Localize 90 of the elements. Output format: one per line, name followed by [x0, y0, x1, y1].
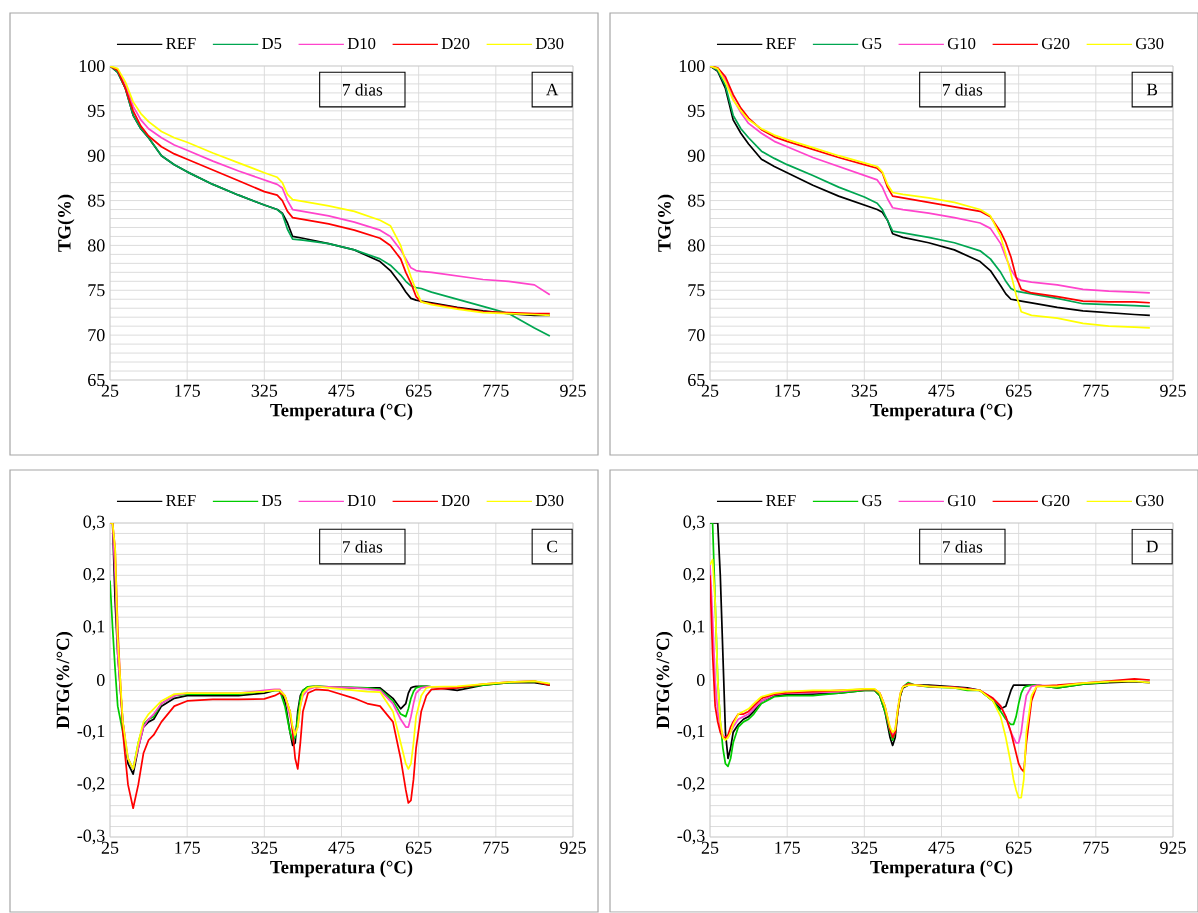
annotation: 7 dias: [943, 540, 983, 553]
annotation: B: [1146, 83, 1158, 96]
legend-label: D5: [262, 37, 282, 50]
annotation: 7 dias: [343, 83, 383, 96]
x-tick-label: 625: [405, 841, 432, 854]
y-tick-label: 70: [688, 329, 705, 342]
y-tick-label: 0,3: [83, 515, 105, 531]
annotation: C: [547, 540, 557, 553]
legend-label: G30: [1136, 37, 1164, 50]
x-tick-label: 925: [560, 384, 586, 397]
annotation: D: [1146, 540, 1158, 553]
annotation: 7 dias: [943, 83, 983, 96]
y-tick-label: 75: [688, 284, 705, 297]
legend-label: D10: [347, 37, 376, 50]
legend-label: G10: [947, 494, 976, 507]
y-tick-label: 100: [679, 59, 705, 73]
x-tick-label: 475: [928, 384, 955, 397]
legend-label: G5: [862, 37, 882, 50]
legend-label: D30: [535, 37, 564, 50]
x-tick-label: 625: [1005, 841, 1032, 854]
y-tick-label: 90: [87, 149, 105, 162]
legend-label: D30: [535, 494, 564, 507]
y-tick-label: -0,2: [77, 777, 105, 793]
y-tick-label: 0: [696, 673, 705, 687]
y-axis-title: TG(%): [657, 194, 675, 252]
legend-label: D5: [262, 494, 282, 507]
y-tick-label: -0,2: [677, 777, 705, 793]
legend-label: G5: [862, 494, 882, 507]
x-tick-label: 175: [775, 384, 800, 397]
legend-label: D20: [441, 37, 470, 50]
y-axis-title: DTG(%/°C): [656, 631, 673, 729]
x-axis-title: Temperatura (°C): [270, 403, 413, 421]
x-tick-label: 625: [405, 384, 432, 397]
x-tick-label: 775: [1083, 384, 1109, 397]
y-tick-label: 80: [87, 239, 105, 252]
x-tick-label: 325: [251, 841, 278, 854]
y-tick-label: 0: [96, 673, 105, 687]
y-tick-label: 65: [88, 373, 105, 387]
x-tick-label: 175: [175, 841, 200, 854]
annotation: A: [546, 83, 559, 96]
x-tick-label: 475: [328, 841, 355, 854]
x-tick-label: 25: [701, 384, 719, 397]
x-tick-label: 175: [175, 384, 200, 397]
y-axis-title: TG(%): [57, 194, 75, 252]
x-axis-title: Temperatura (°C): [270, 860, 413, 878]
legend-label: REF: [166, 494, 196, 506]
y-tick-label: 65: [688, 373, 705, 387]
y-tick-label: 0,2: [683, 567, 705, 583]
legend-label: G20: [1041, 494, 1070, 507]
x-tick-label: 775: [483, 841, 509, 854]
y-tick-label: -0,1: [77, 724, 105, 740]
y-tick-label: 85: [687, 194, 705, 207]
legend-label: G10: [947, 37, 976, 50]
x-tick-label: 925: [1160, 384, 1186, 397]
y-tick-label: 70: [88, 329, 105, 342]
annotation: 7 dias: [343, 540, 383, 553]
x-tick-label: 25: [101, 384, 119, 397]
x-tick-label: 775: [1083, 841, 1109, 854]
legend-label: REF: [166, 37, 196, 49]
y-tick-label: 100: [79, 59, 105, 73]
y-tick-label: 95: [687, 104, 705, 117]
legend-label: G20: [1041, 37, 1070, 50]
x-tick-label: 325: [851, 841, 878, 854]
y-tick-label: 0,1: [683, 620, 705, 636]
y-tick-label: 95: [87, 104, 105, 117]
x-tick-label: 925: [560, 841, 586, 854]
y-tick-label: 0,2: [83, 567, 105, 583]
legend-label: D20: [441, 494, 470, 507]
y-tick-label: -0,1: [677, 724, 705, 740]
y-tick-label: 75: [88, 284, 105, 297]
x-tick-label: 325: [251, 384, 278, 397]
x-tick-label: 775: [483, 384, 509, 397]
y-axis-title: DTG(%/°C): [56, 631, 73, 729]
legend-label: REF: [766, 37, 796, 49]
y-tick-label: 85: [87, 194, 105, 207]
y-tick-label: 0,1: [83, 620, 105, 636]
x-tick-label: 175: [775, 841, 800, 854]
x-axis-title: Temperatura (°C): [870, 860, 1013, 878]
y-tick-label: 0,3: [683, 515, 705, 531]
y-tick-label: 90: [687, 149, 705, 162]
x-tick-label: 925: [1160, 841, 1186, 854]
legend-label: G30: [1136, 494, 1164, 507]
y-tick-label: 80: [687, 239, 705, 252]
x-axis-title: Temperatura (°C): [870, 403, 1013, 421]
x-tick-label: 475: [328, 384, 355, 397]
legend-label: D10: [347, 494, 376, 507]
x-tick-label: 475: [928, 841, 955, 854]
legend-label: REF: [766, 494, 796, 506]
x-tick-label: 325: [851, 384, 878, 397]
x-tick-label: 625: [1005, 384, 1032, 397]
